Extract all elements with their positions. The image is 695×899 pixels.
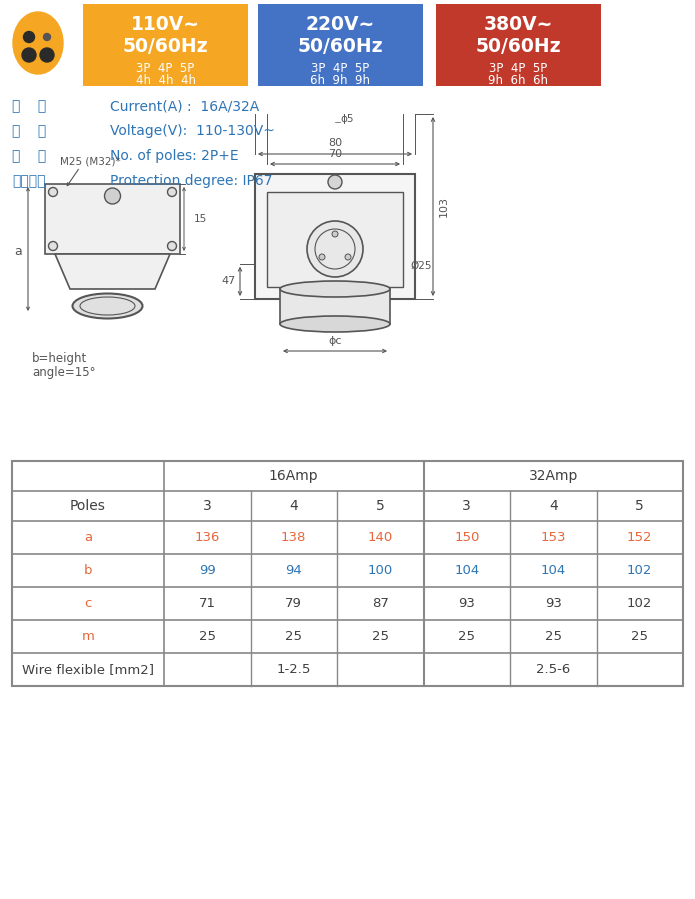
Text: 150: 150 [454,531,480,544]
Circle shape [44,33,51,40]
Text: 102: 102 [627,564,653,577]
Text: 50/60Hz: 50/60Hz [123,37,208,56]
Text: ϕc: ϕc [328,336,342,346]
Text: 47: 47 [222,276,236,287]
Text: 3: 3 [462,499,471,513]
Text: 25: 25 [631,630,648,643]
Text: 25: 25 [458,630,475,643]
Text: Protection degree: IP67: Protection degree: IP67 [110,174,272,188]
Text: 6h  9h  9h: 6h 9h 9h [311,74,370,86]
Text: 380V~: 380V~ [484,14,553,33]
Circle shape [167,242,177,251]
Text: 70: 70 [328,149,342,159]
Bar [45,184,180,254]
Text: 50/60Hz: 50/60Hz [297,37,384,56]
Bar [267,192,403,287]
Text: 94: 94 [286,564,302,577]
Text: Poles: Poles [70,499,106,513]
Circle shape [345,254,351,260]
Text: c: c [84,597,92,610]
Text: 80: 80 [328,138,342,148]
Circle shape [49,188,58,197]
Text: 2.5-6: 2.5-6 [536,663,571,676]
Text: 153: 153 [541,531,566,544]
Bar [280,289,390,324]
Text: b=height: b=height [32,352,88,365]
Text: 110V~: 110V~ [131,14,200,33]
Ellipse shape [72,293,142,318]
Text: 3P  4P  5P: 3P 4P 5P [311,63,370,76]
Text: 4h  4h  4h: 4h 4h 4h [136,74,195,86]
Circle shape [104,188,120,204]
Text: 104: 104 [454,564,480,577]
Text: Wire flexible [mm2]: Wire flexible [mm2] [22,663,154,676]
Circle shape [49,242,58,251]
Text: 152: 152 [627,531,653,544]
Ellipse shape [280,281,390,297]
Circle shape [319,254,325,260]
Text: 4: 4 [549,499,557,513]
Text: 3P  4P  5P: 3P 4P 5P [489,63,548,76]
Text: M25 (M32)*: M25 (M32)* [60,157,121,167]
Circle shape [328,175,342,189]
Text: 50/60Hz: 50/60Hz [475,37,562,56]
Text: 极    数: 极 数 [12,149,47,163]
Text: 220V~: 220V~ [306,14,375,33]
Circle shape [307,221,363,277]
Text: 15: 15 [194,214,207,224]
Text: 3: 3 [203,499,211,513]
Text: 16Amp: 16Amp [269,469,318,483]
Text: 5: 5 [635,499,644,513]
Circle shape [40,48,54,62]
Ellipse shape [13,12,63,74]
Text: Current(A) :  16A/32A: Current(A) : 16A/32A [110,99,259,113]
Circle shape [24,31,35,42]
Text: a: a [84,531,92,544]
Bar [436,4,601,86]
Text: 32Amp: 32Amp [529,469,578,483]
Text: 138: 138 [281,531,306,544]
Text: 25: 25 [285,630,302,643]
Text: 25: 25 [199,630,215,643]
Text: 1-2.5: 1-2.5 [277,663,311,676]
Text: m: m [81,630,95,643]
Text: 103: 103 [439,196,449,217]
Bar [258,4,423,86]
Circle shape [167,188,177,197]
Text: 102: 102 [627,597,653,610]
Text: 100: 100 [368,564,393,577]
Text: 136: 136 [195,531,220,544]
Text: 9h  6h  6h: 9h 6h 6h [489,74,548,86]
Bar [12,461,683,686]
Text: 电    压: 电 压 [12,124,47,138]
Text: 87: 87 [372,597,389,610]
Polygon shape [55,254,170,289]
Text: 3P  4P  5P: 3P 4P 5P [136,63,195,76]
Text: angle=15°: angle=15° [32,366,95,379]
Text: 99: 99 [199,564,215,577]
Text: 25: 25 [545,630,562,643]
Text: 71: 71 [199,597,215,610]
Text: 电    流: 电 流 [12,99,47,113]
Text: 防护等级: 防护等级 [12,174,45,188]
Text: Ø25: Ø25 [410,261,432,271]
Text: 104: 104 [541,564,566,577]
Text: No. of poles: 2P+E: No. of poles: 2P+E [110,149,238,163]
Text: a: a [14,245,22,258]
Text: 140: 140 [368,531,393,544]
Text: ϕ5: ϕ5 [340,114,354,124]
Bar [83,4,248,86]
Text: 25: 25 [372,630,389,643]
Circle shape [22,48,36,62]
Text: 93: 93 [545,597,562,610]
Text: 4: 4 [289,499,298,513]
Text: 93: 93 [458,597,475,610]
Text: Voltage(V):  110-130V~: Voltage(V): 110-130V~ [110,124,275,138]
Circle shape [332,231,338,237]
Bar [255,174,415,299]
Text: 5: 5 [376,499,384,513]
Text: b: b [84,564,92,577]
Ellipse shape [280,316,390,332]
Text: 79: 79 [286,597,302,610]
